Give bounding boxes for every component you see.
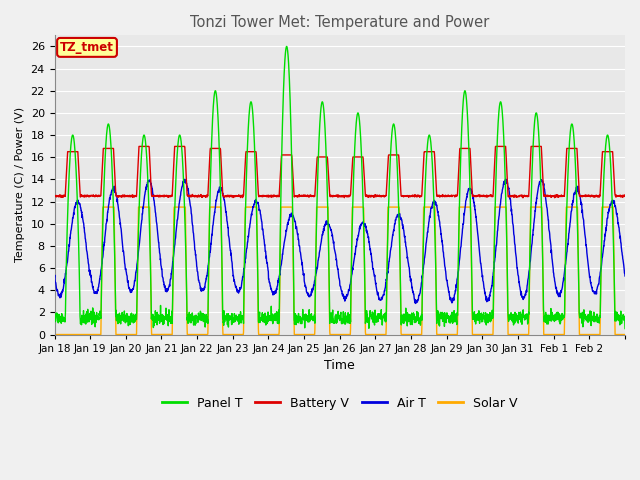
Y-axis label: Temperature (C) / Power (V): Temperature (C) / Power (V) [15,108,25,263]
Legend: Panel T, Battery V, Air T, Solar V: Panel T, Battery V, Air T, Solar V [157,392,522,415]
Title: Tonzi Tower Met: Temperature and Power: Tonzi Tower Met: Temperature and Power [190,15,490,30]
Text: TZ_tmet: TZ_tmet [60,41,114,54]
X-axis label: Time: Time [324,359,355,372]
